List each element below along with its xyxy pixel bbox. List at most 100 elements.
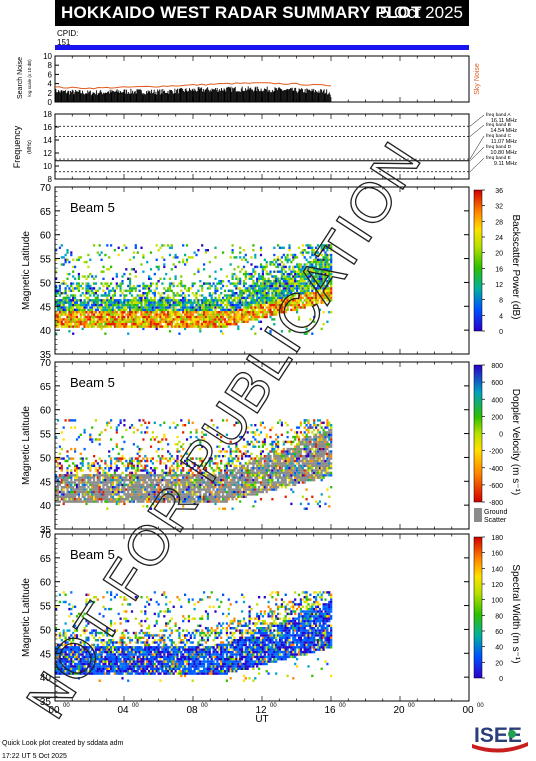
power-cell <box>127 277 130 280</box>
velocity-cell <box>216 433 219 436</box>
power-cell <box>182 284 185 288</box>
power-cell <box>267 272 270 276</box>
power-cell <box>144 303 147 307</box>
velocity-cell <box>252 457 255 460</box>
power-cell <box>246 260 249 264</box>
power-cell <box>55 320 58 323</box>
velocity-cell <box>127 467 130 470</box>
power-cell <box>299 268 302 271</box>
power-cell <box>70 325 73 328</box>
velocity-cell <box>168 495 172 498</box>
velocity-cell <box>157 481 160 484</box>
power-cell <box>309 256 312 259</box>
velocity-cell <box>244 455 247 458</box>
velocity-cell <box>212 498 215 501</box>
power-cell <box>284 265 287 269</box>
velocity-cell <box>180 478 183 482</box>
velocity-cell <box>168 471 172 475</box>
power-cell <box>252 280 255 283</box>
velocity-cell <box>271 464 274 467</box>
velocity-cell <box>189 498 192 501</box>
power-cell <box>85 296 88 300</box>
power-cell <box>58 292 61 295</box>
power-cell <box>269 299 272 302</box>
velocity-cell <box>89 483 92 487</box>
power-cell <box>146 320 149 323</box>
power-cell <box>182 260 185 264</box>
power-cell <box>292 253 295 257</box>
power-cell <box>191 306 194 309</box>
power-cell <box>305 301 308 304</box>
velocity-cell <box>241 455 244 458</box>
velocity-cell <box>197 457 200 460</box>
velocity-cell <box>70 493 73 496</box>
power-cell <box>185 299 189 302</box>
power-cell <box>301 253 304 257</box>
velocity-cell <box>203 471 206 475</box>
velocity-cell <box>81 462 84 465</box>
velocity-cell <box>87 498 90 501</box>
velocity-cell <box>144 490 147 494</box>
power-cell <box>284 308 287 312</box>
velocity-cell <box>259 457 263 460</box>
velocity-cell <box>127 483 130 487</box>
velocity-cell <box>193 502 196 506</box>
power-cell <box>129 313 132 316</box>
power-cell <box>100 258 103 261</box>
power-cell <box>290 289 293 292</box>
velocity-cell <box>250 424 253 427</box>
velocity-cell <box>168 488 172 491</box>
velocity-cell <box>218 433 221 436</box>
velocity-cell <box>110 457 113 460</box>
velocity-cell <box>275 462 278 465</box>
velocity-cell <box>252 488 255 491</box>
power-cell <box>142 323 145 326</box>
velocity-cell <box>138 447 141 451</box>
power-cell <box>330 256 333 259</box>
velocity-cell <box>138 490 141 494</box>
velocity-cell <box>138 495 141 498</box>
velocity-cell <box>280 467 283 470</box>
power-cell <box>98 244 101 247</box>
power-cell <box>206 313 209 316</box>
velocity-cell <box>149 490 153 494</box>
velocity-cell <box>149 498 153 501</box>
power-cell <box>326 253 329 257</box>
velocity-cell <box>130 462 134 465</box>
power-cell <box>113 318 116 321</box>
velocity-cell <box>185 457 189 460</box>
power-cell <box>94 292 97 295</box>
power-cell <box>320 268 323 271</box>
power-cell <box>68 306 71 309</box>
power-cell <box>244 292 247 295</box>
velocity-cell <box>119 488 122 491</box>
power-cell <box>89 320 92 323</box>
velocity-cell <box>259 455 263 458</box>
power-cell <box>161 313 164 316</box>
power-cell <box>201 325 204 328</box>
power-cell <box>280 299 283 302</box>
power-cell <box>62 292 65 295</box>
power-cell <box>123 308 126 312</box>
power-cell <box>328 289 331 292</box>
power-cell <box>288 268 291 271</box>
velocity-cell <box>278 419 282 422</box>
velocity-cell <box>149 486 153 489</box>
velocity-cell <box>193 483 196 487</box>
velocity-cell <box>237 471 240 475</box>
power-cell <box>174 315 177 319</box>
velocity-cell <box>220 488 223 491</box>
power-cell <box>275 292 278 295</box>
velocity-cell <box>144 488 147 491</box>
velocity-cell <box>225 495 228 498</box>
power-cell <box>212 313 215 316</box>
power-cell <box>182 258 185 261</box>
power-cell <box>271 292 274 295</box>
power-cell <box>222 318 225 321</box>
power-cell <box>222 251 225 254</box>
power-cell <box>129 315 132 319</box>
power-cell <box>263 258 266 261</box>
velocity-cell <box>117 493 120 496</box>
power-cell <box>91 323 94 326</box>
velocity-cell <box>284 495 287 498</box>
